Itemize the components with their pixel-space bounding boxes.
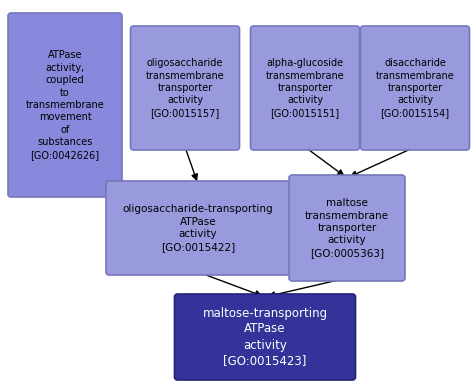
FancyBboxPatch shape xyxy=(289,175,405,281)
Text: maltose
transmembrane
transporter
activity
[GO:0005363]: maltose transmembrane transporter activi… xyxy=(305,198,389,258)
FancyBboxPatch shape xyxy=(106,181,290,275)
FancyBboxPatch shape xyxy=(360,26,470,150)
Text: disaccharide
transmembrane
transporter
activity
[GO:0015154]: disaccharide transmembrane transporter a… xyxy=(376,58,455,118)
FancyBboxPatch shape xyxy=(175,294,356,380)
Text: maltose-transporting
ATPase
activity
[GO:0015423]: maltose-transporting ATPase activity [GO… xyxy=(202,306,328,367)
FancyBboxPatch shape xyxy=(8,13,122,197)
FancyBboxPatch shape xyxy=(131,26,239,150)
Text: ATPase
activity,
coupled
to
transmembrane
movement
of
substances
[GO:0042626]: ATPase activity, coupled to transmembran… xyxy=(26,50,105,160)
Text: oligosaccharide
transmembrane
transporter
activity
[GO:0015157]: oligosaccharide transmembrane transporte… xyxy=(146,58,224,118)
Text: alpha-glucoside
transmembrane
transporter
activity
[GO:0015151]: alpha-glucoside transmembrane transporte… xyxy=(266,58,344,118)
FancyBboxPatch shape xyxy=(251,26,359,150)
Text: oligosaccharide-transporting
ATPase
activity
[GO:0015422]: oligosaccharide-transporting ATPase acti… xyxy=(123,204,273,252)
